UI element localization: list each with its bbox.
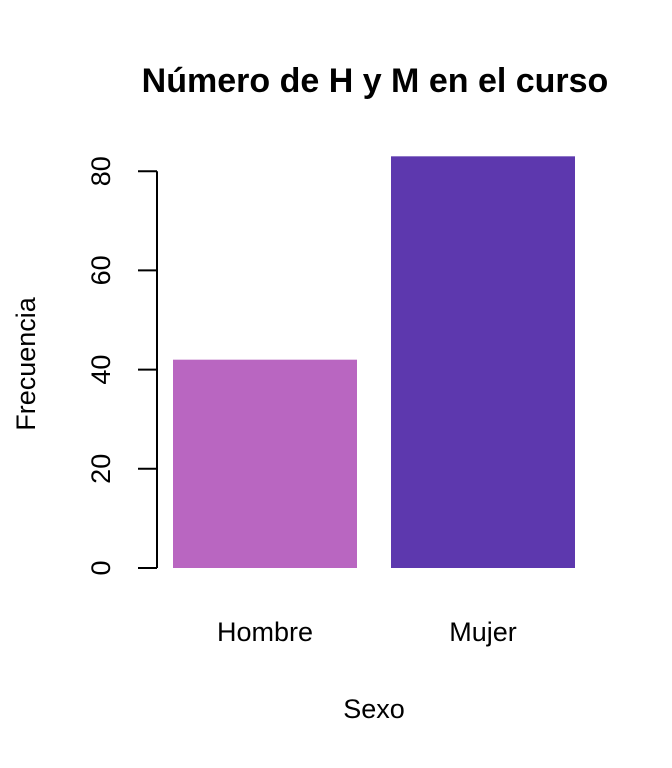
x-axis-tick-labels: Hombre Mujer	[217, 617, 517, 647]
y-tick-label: 0	[86, 560, 116, 575]
y-tick-label: 80	[86, 156, 116, 186]
x-axis-label: Sexo	[343, 694, 405, 724]
y-axis: 0 20 40 60 80	[86, 156, 158, 576]
bars	[173, 156, 575, 568]
bar-mujer	[391, 156, 575, 568]
y-tick-label: 60	[86, 255, 116, 285]
x-tick-label: Mujer	[449, 617, 517, 647]
y-tick-label: 20	[86, 454, 116, 484]
y-tick-label: 40	[86, 355, 116, 385]
y-axis-label: Frecuencia	[11, 296, 41, 431]
x-tick-label: Hombre	[217, 617, 313, 647]
bar-hombre	[173, 359, 357, 568]
chart-title: Número de H y M en el curso	[142, 62, 609, 100]
